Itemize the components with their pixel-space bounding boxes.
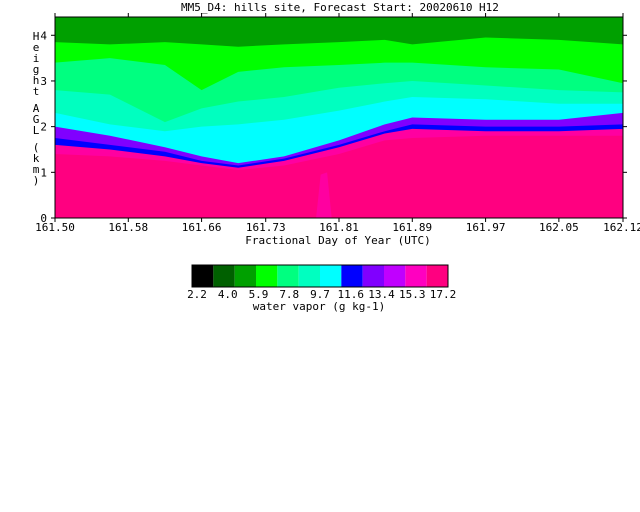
colorbar-swatch xyxy=(234,265,256,287)
colorbar-tick-label: 2.2 xyxy=(187,288,207,301)
x-tick-label: 161.73 xyxy=(246,221,286,234)
colorbar-swatch xyxy=(362,265,384,287)
x-axis: 161.50 161.58 161.66 161.73 161.81 161.89 161.… xyxy=(35,13,640,234)
chart-title: MM5_D4: hills site, Forecast Start: 2002… xyxy=(181,1,499,14)
colorbar-swatch xyxy=(341,265,363,287)
y-axis: 0 1 2 3 4 xyxy=(40,29,627,225)
colorbar-tick-label: 5.9 xyxy=(249,288,269,301)
colorbar-swatch xyxy=(426,265,448,287)
colorbar-frame xyxy=(191,264,449,288)
contour-fill-area xyxy=(55,17,623,218)
contour-band-7 xyxy=(55,17,623,47)
colorbar-swatch xyxy=(384,265,406,287)
y-tick-label: 4 xyxy=(40,29,47,42)
x-axis-label: Fractional Day of Year (UTC) xyxy=(245,234,430,247)
colorbar-tick-label: 13.4 xyxy=(368,288,395,301)
y-tick-label: 1 xyxy=(40,166,47,179)
colorbar-swatch xyxy=(320,265,342,287)
colorbar-swatch xyxy=(192,265,214,287)
x-tick-label: 161.81 xyxy=(319,221,359,234)
colorbar-tick-label: 4.0 xyxy=(218,288,238,301)
x-tick-label: 161.58 xyxy=(108,221,148,234)
colorbar-tick-label: 7.8 xyxy=(279,288,299,301)
colorbar-swatch xyxy=(256,265,278,287)
colorbar-swatch xyxy=(298,265,320,287)
colorbar-swatch xyxy=(213,265,235,287)
x-tick-label: 161.50 xyxy=(35,221,75,234)
y-tick-label: 0 xyxy=(40,212,47,225)
colorbar-tick-label: 9.7 xyxy=(310,288,330,301)
colorbar-tick-label: 11.6 xyxy=(338,288,365,301)
contour-pocket-0 xyxy=(316,172,332,218)
x-tick-label: 161.89 xyxy=(392,221,432,234)
colorbar-label: water vapor (g kg-1) xyxy=(253,300,385,313)
colorbar: 2.2 4.0 5.9 7.8 9.7 11.6 13.4 15.3 17.2 xyxy=(187,264,457,301)
y-tick-label: 2 xyxy=(40,121,47,134)
x-tick-label: 161.66 xyxy=(182,221,222,234)
y-tick-label: 3 xyxy=(40,75,47,88)
x-tick-label: 162.05 xyxy=(539,221,579,234)
x-tick-label: 162.12 xyxy=(603,221,640,234)
colorbar-tick-label: 15.3 xyxy=(399,288,426,301)
x-tick-label: 161.97 xyxy=(466,221,506,234)
colorbar-tick-label: 17.2 xyxy=(430,288,457,301)
colorbar-swatch xyxy=(277,265,299,287)
colorbar-swatch xyxy=(405,265,427,287)
